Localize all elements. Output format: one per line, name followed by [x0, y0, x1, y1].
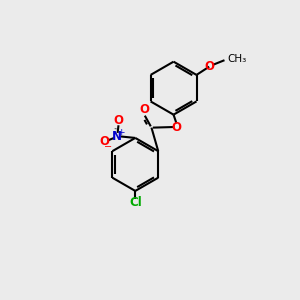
Text: +: +	[117, 128, 124, 136]
Text: O: O	[100, 135, 110, 148]
Text: −: −	[104, 142, 112, 152]
Text: Cl: Cl	[129, 196, 142, 209]
Text: N: N	[112, 130, 122, 143]
Text: O: O	[113, 114, 124, 127]
Text: CH₃: CH₃	[227, 54, 247, 64]
Text: O: O	[139, 103, 149, 116]
Text: O: O	[172, 121, 182, 134]
Text: O: O	[205, 60, 215, 73]
